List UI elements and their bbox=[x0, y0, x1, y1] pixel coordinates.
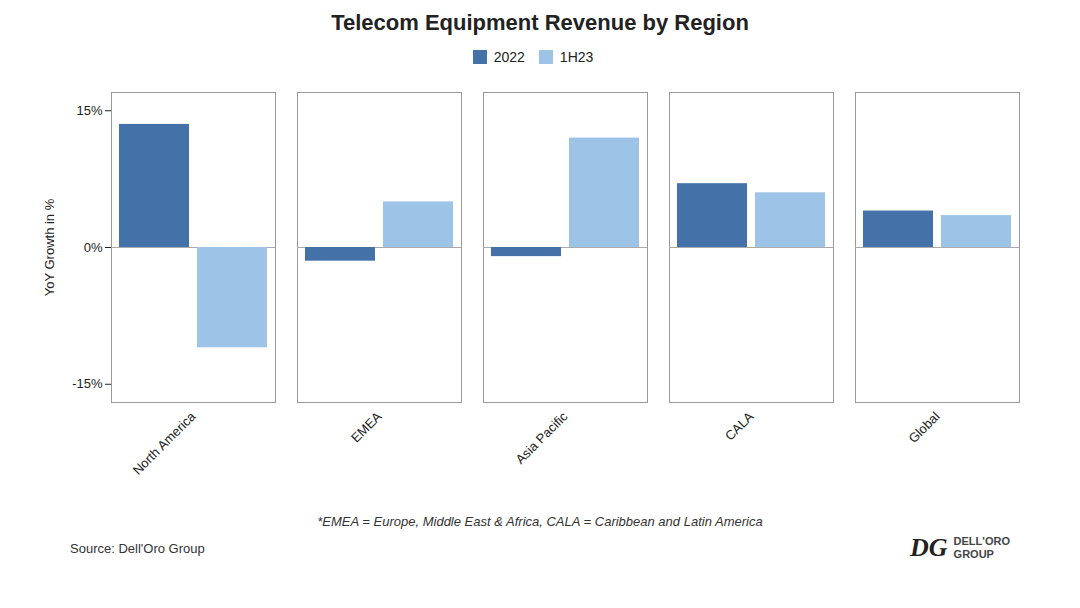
svg-text:0%: 0% bbox=[84, 240, 103, 255]
svg-text:North America: North America bbox=[130, 408, 199, 477]
svg-text:CALA: CALA bbox=[722, 409, 757, 444]
html-text:*EMEA = Europe, Middle East &: *EMEA = Europe, Middle East & Africa, CA… bbox=[317, 514, 763, 529]
html-text:GROUP: GROUP bbox=[953, 548, 994, 560]
html-text:2022: 2022 bbox=[493, 48, 525, 65]
svg-text:EMEA: EMEA bbox=[348, 409, 385, 446]
svg-text:Asia Pacific: Asia Pacific bbox=[512, 408, 570, 466]
html-text:DELL'ORO: DELL'ORO bbox=[953, 534, 1010, 547]
svg-text:15%: 15% bbox=[76, 103, 102, 118]
html-text:Source: Dell'Oro Group: Source: Dell'Oro Group bbox=[70, 540, 205, 556]
svg-text:YoY Growth in %: YoY Growth in % bbox=[42, 198, 57, 296]
svg-text:Global: Global bbox=[905, 409, 942, 446]
html-text:Telecom Equipment Revenue by R: Telecom Equipment Revenue by Region bbox=[331, 10, 749, 35]
html-text:1H23: 1H23 bbox=[559, 48, 594, 65]
svg-text:-15%: -15% bbox=[72, 376, 103, 391]
html-text:DG: DG bbox=[910, 533, 948, 562]
